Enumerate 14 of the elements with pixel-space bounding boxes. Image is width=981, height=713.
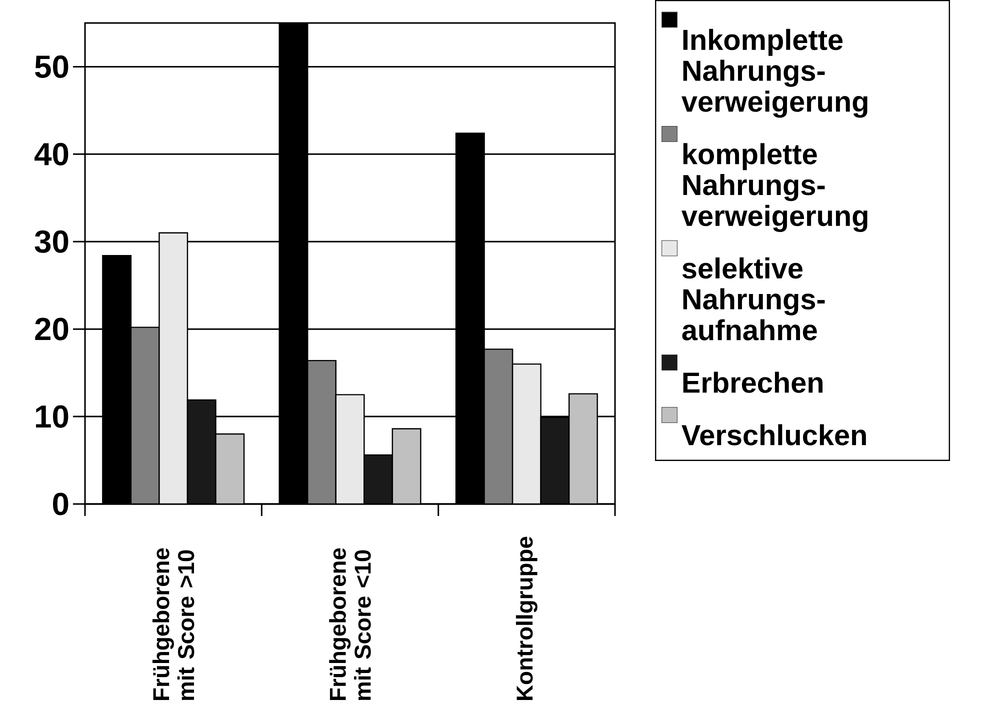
y-tick-label: 20 — [35, 318, 68, 340]
legend-label: Inkomplette Nahrungs-verweigerung — [682, 28, 868, 118]
legend-label: komplette Nahrungs-verweigerung — [682, 143, 868, 232]
x-tick-label: Kontrollgruppe — [516, 536, 538, 700]
legend-label: selektive Nahrungs-aufnahme — [682, 257, 825, 340]
y-tick-label: 10 — [36, 405, 68, 428]
x-tick-label: Frühgeborene mit Score >10 — [152, 548, 194, 700]
legend-label: Erbrechen — [683, 372, 823, 393]
legend-label: Verschlucken — [682, 424, 866, 446]
y-tick-label: 30 — [34, 230, 68, 253]
y-tick-label: 40 — [34, 142, 68, 166]
x-tick-label: Frühgeborene mit Score <10 — [329, 548, 371, 700]
y-tick-label: 50 — [35, 55, 68, 78]
y-tick-label: 0 — [53, 492, 68, 516]
